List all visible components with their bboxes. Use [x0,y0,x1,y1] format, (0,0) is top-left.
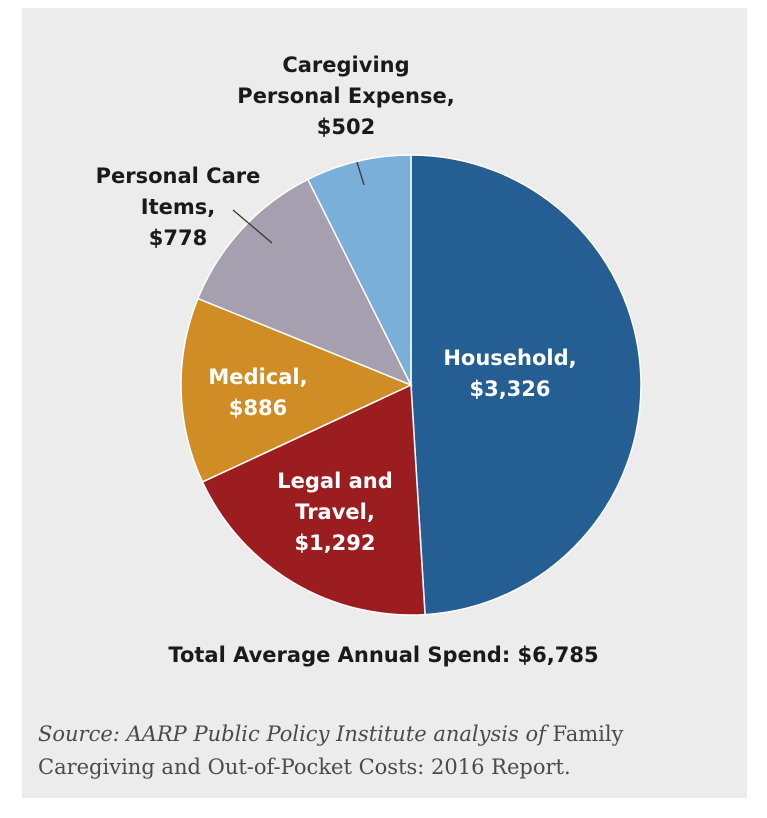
total-spend-label: Total Average Annual Spend: $6,785 [0,643,767,667]
source-note: Source: AARP Public Policy Institute ana… [38,718,738,784]
source-italic: Source: AARP Public Policy Institute ana… [38,722,546,746]
slice-label-caregiving: Caregiving Personal Expense, $502 [237,53,454,139]
